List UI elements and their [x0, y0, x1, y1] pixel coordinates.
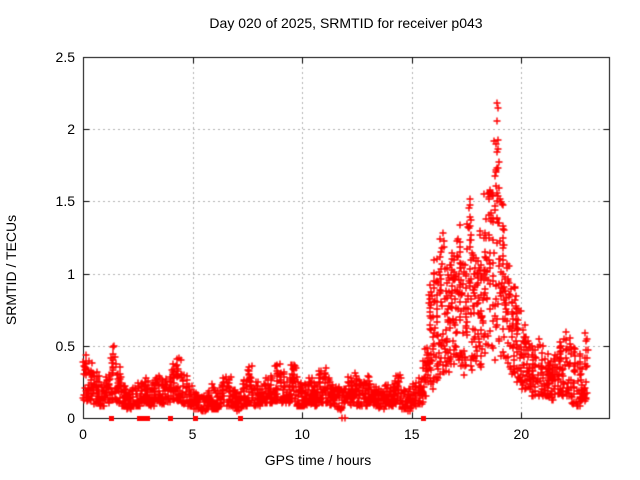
y-tick-label: 1.5: [55, 193, 75, 210]
chart-title: Day 020 of 2025, SRMTID for receiver p04…: [209, 15, 483, 31]
x-tick-label: 10: [294, 426, 310, 442]
x-tick-label: 20: [513, 426, 530, 442]
x-axis-label: GPS time / hours: [264, 452, 372, 468]
x-tick-label: 0: [79, 426, 87, 442]
y-tick-label: 2.5: [55, 49, 75, 65]
y-tick-label: 1: [67, 265, 75, 282]
x-tick-label: 15: [403, 426, 420, 442]
x-tick-label: 5: [188, 426, 197, 442]
y-tick-label: 0: [67, 410, 75, 426]
y-tick-label: 0.5: [55, 337, 75, 354]
y-tick-label: 2: [67, 121, 75, 138]
